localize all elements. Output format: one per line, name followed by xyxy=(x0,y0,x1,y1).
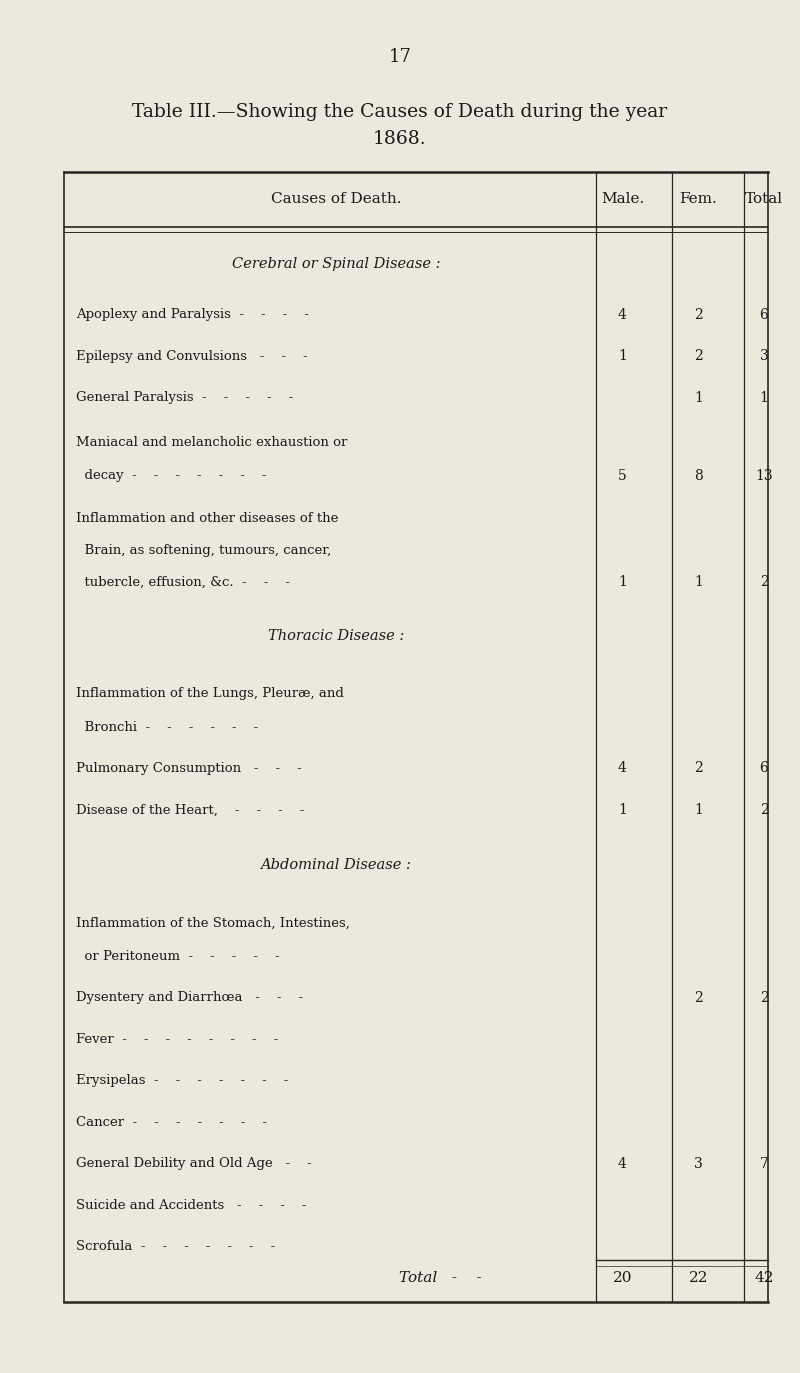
Text: 1: 1 xyxy=(694,575,703,589)
Text: Inflammation of the Stomach, Intestines,: Inflammation of the Stomach, Intestines, xyxy=(76,917,350,930)
Text: Table III.—Showing the Causes of Death during the year: Table III.—Showing the Causes of Death d… xyxy=(133,103,667,121)
Text: Fever  -    -    -    -    -    -    -    -: Fever - - - - - - - - xyxy=(76,1032,278,1046)
Text: 13: 13 xyxy=(755,468,773,483)
Text: 4: 4 xyxy=(618,308,627,321)
Text: Maniacal and melancholic exhaustion or: Maniacal and melancholic exhaustion or xyxy=(76,435,347,449)
Text: 6: 6 xyxy=(760,308,768,321)
Text: 2: 2 xyxy=(694,761,702,776)
Text: Total   -    -: Total - - xyxy=(398,1270,482,1285)
Text: Abdominal Disease :: Abdominal Disease : xyxy=(261,858,411,872)
Text: 2: 2 xyxy=(694,349,702,364)
Text: 42: 42 xyxy=(754,1270,774,1285)
Text: 4: 4 xyxy=(618,1156,627,1171)
Text: 8: 8 xyxy=(694,468,702,483)
Text: 22: 22 xyxy=(689,1270,708,1285)
Text: Total: Total xyxy=(745,192,783,206)
Text: General Debility and Old Age   -    -: General Debility and Old Age - - xyxy=(76,1157,312,1170)
Text: Disease of the Heart,    -    -    -    -: Disease of the Heart, - - - - xyxy=(76,803,304,817)
Text: Suicide and Accidents   -    -    -    -: Suicide and Accidents - - - - xyxy=(76,1199,306,1211)
Text: 2: 2 xyxy=(760,575,768,589)
Text: 2: 2 xyxy=(694,308,702,321)
Text: 1868.: 1868. xyxy=(373,130,427,148)
Text: 20: 20 xyxy=(613,1270,632,1285)
Text: 3: 3 xyxy=(694,1156,702,1171)
Text: 1: 1 xyxy=(694,803,703,817)
Text: Fem.: Fem. xyxy=(679,192,718,206)
Text: Male.: Male. xyxy=(601,192,644,206)
Text: 2: 2 xyxy=(760,991,768,1005)
Text: Bronchi  -    -    -    -    -    -: Bronchi - - - - - - xyxy=(76,721,258,735)
Text: 6: 6 xyxy=(760,761,768,776)
Text: 3: 3 xyxy=(760,349,768,364)
Text: Dysentery and Diarrhœa   -    -    -: Dysentery and Diarrhœa - - - xyxy=(76,991,303,1004)
Text: Inflammation of the Lungs, Pleuræ, and: Inflammation of the Lungs, Pleuræ, and xyxy=(76,688,344,700)
Text: 2: 2 xyxy=(760,803,768,817)
Text: Scrofula  -    -    -    -    -    -    -: Scrofula - - - - - - - xyxy=(76,1240,275,1254)
Text: 2: 2 xyxy=(694,991,702,1005)
Text: Causes of Death.: Causes of Death. xyxy=(270,192,402,206)
Text: Pulmonary Consumption   -    -    -: Pulmonary Consumption - - - xyxy=(76,762,302,774)
Text: 17: 17 xyxy=(389,48,411,66)
Text: 1: 1 xyxy=(759,391,769,405)
Text: decay  -    -    -    -    -    -    -: decay - - - - - - - xyxy=(76,470,266,482)
Text: Cerebral or Spinal Disease :: Cerebral or Spinal Disease : xyxy=(232,257,440,270)
Text: Brain, as softening, tumours, cancer,: Brain, as softening, tumours, cancer, xyxy=(76,544,331,556)
Text: 1: 1 xyxy=(618,575,627,589)
Text: 1: 1 xyxy=(618,803,627,817)
Text: 4: 4 xyxy=(618,761,627,776)
Text: Apoplexy and Paralysis  -    -    -    -: Apoplexy and Paralysis - - - - xyxy=(76,309,309,321)
Text: 5: 5 xyxy=(618,468,626,483)
Text: Thoracic Disease :: Thoracic Disease : xyxy=(268,629,404,643)
Text: 1: 1 xyxy=(618,349,627,364)
Text: General Paralysis  -    -    -    -    -: General Paralysis - - - - - xyxy=(76,391,294,405)
Text: Cancer  -    -    -    -    -    -    -: Cancer - - - - - - - xyxy=(76,1116,267,1129)
Text: Epilepsy and Convulsions   -    -    -: Epilepsy and Convulsions - - - xyxy=(76,350,308,362)
Text: 7: 7 xyxy=(759,1156,769,1171)
Text: or Peritoneum  -    -    -    -    -: or Peritoneum - - - - - xyxy=(76,950,280,964)
Text: Erysipelas  -    -    -    -    -    -    -: Erysipelas - - - - - - - xyxy=(76,1074,288,1087)
Text: tubercle, effusion, &c.  -    -    -: tubercle, effusion, &c. - - - xyxy=(76,575,290,589)
Text: Inflammation and other diseases of the: Inflammation and other diseases of the xyxy=(76,512,338,524)
Text: 1: 1 xyxy=(694,391,703,405)
